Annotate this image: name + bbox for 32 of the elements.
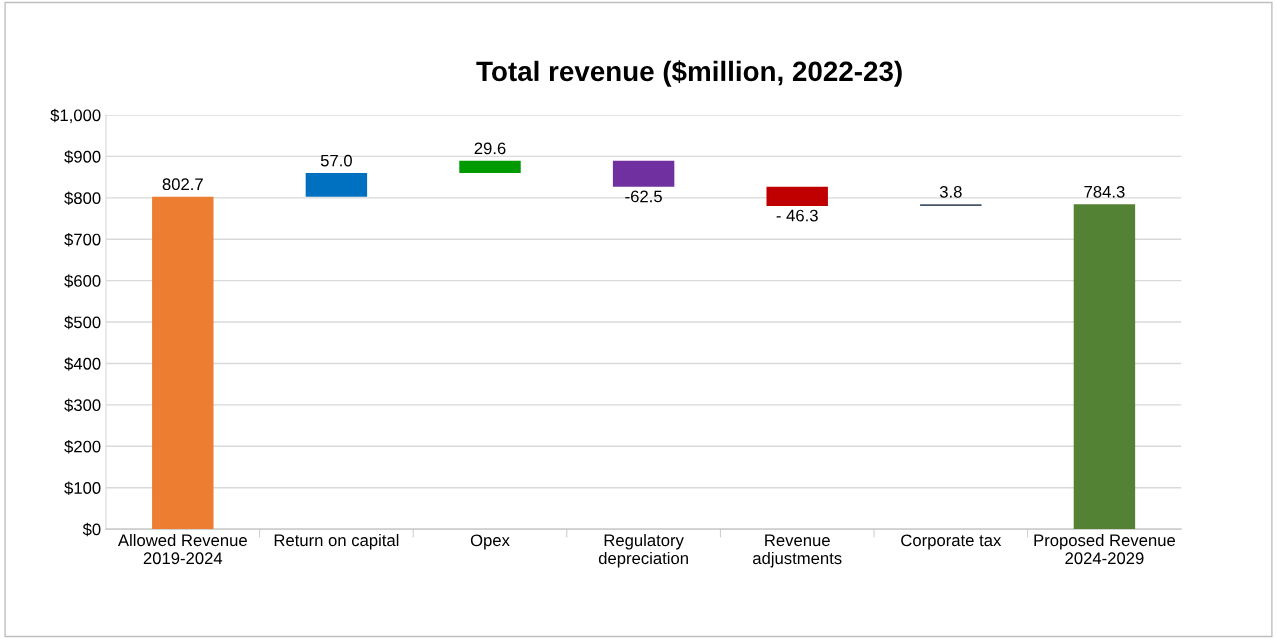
- data-label: 3.8: [939, 185, 962, 198]
- bar: [305, 173, 368, 197]
- data-label: 29.6: [474, 142, 506, 155]
- y-tick-label: $0: [82, 522, 101, 537]
- y-tick-label: $200: [64, 439, 101, 454]
- x-tick-label: Corporate tax: [901, 534, 1002, 550]
- y-tick-label: $1,000: [50, 108, 101, 124]
- x-tick-label: Opex: [470, 534, 510, 550]
- data-label: -62.5: [625, 190, 662, 203]
- bar: [459, 160, 521, 174]
- x-tick-label: Regulatory depreciation: [598, 533, 688, 568]
- x-tick-label: Revenue adjustments: [752, 534, 842, 568]
- data-label: 802.7: [162, 178, 203, 191]
- y-tick-label: $100: [64, 481, 101, 495]
- bar: [612, 160, 675, 187]
- y-tick-label: $600: [64, 274, 101, 288]
- bar: [1073, 204, 1136, 530]
- bar: [766, 186, 828, 206]
- y-tick-label: $500: [64, 315, 101, 330]
- data-label: 784.3: [1084, 185, 1125, 198]
- x-tick-label: Allowed Revenue 2019-2024: [117, 533, 247, 565]
- y-tick-label: $700: [64, 232, 101, 247]
- y-tick-label: $300: [64, 398, 101, 413]
- x-tick-label: Proposed Revenue 2024-2029: [1034, 533, 1176, 565]
- x-tick-label: Return on capital: [274, 533, 399, 550]
- y-tick-label: $400: [64, 357, 101, 371]
- y-tick-label: $900: [64, 150, 101, 164]
- data-label: - 46.3: [776, 209, 818, 222]
- chart-title: Total revenue ($million, 2022-23): [476, 60, 902, 87]
- data-label: 57.0: [320, 154, 352, 167]
- y-tick-label: $800: [64, 191, 101, 206]
- bar: [152, 196, 214, 530]
